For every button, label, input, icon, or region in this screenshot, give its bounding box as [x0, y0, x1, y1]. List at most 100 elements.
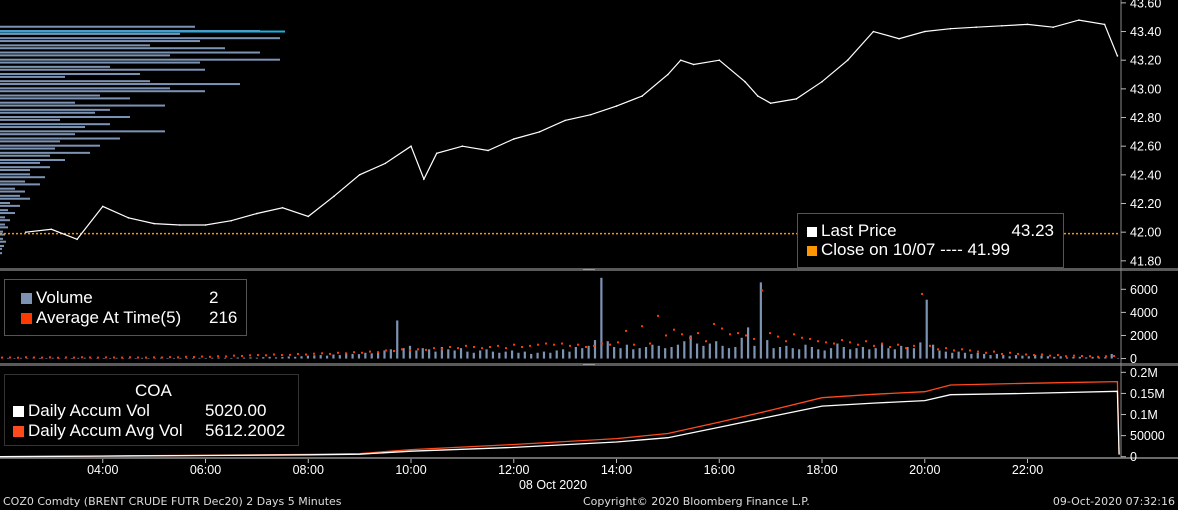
- average-mark: [305, 353, 307, 356]
- average-mark: [545, 342, 547, 345]
- volume-bar: [1072, 356, 1075, 359]
- profile-bar: [0, 233, 5, 236]
- volume-bar: [1053, 356, 1056, 359]
- price-point: [230, 219, 232, 222]
- average-mark: [401, 348, 403, 351]
- volume-y-tick-label: 6000: [1130, 283, 1158, 297]
- profile-bar: [0, 87, 170, 90]
- average-mark: [137, 356, 139, 359]
- volume-bar: [747, 327, 750, 359]
- volume-bar: [370, 353, 373, 359]
- square-icon: [21, 313, 32, 325]
- average-mark: [897, 343, 899, 346]
- average-mark: [657, 314, 659, 317]
- volume-bar: [734, 347, 737, 359]
- average-mark: [625, 329, 627, 332]
- legend-item-last-price[interactable]: Last Price: [807, 221, 897, 241]
- volume-bar: [1078, 356, 1081, 359]
- average-value: 216: [209, 308, 238, 327]
- price-point: [256, 212, 258, 215]
- average-mark: [33, 356, 35, 359]
- profile-bar: [0, 209, 8, 212]
- volume-label: Volume: [36, 288, 93, 307]
- average-mark: [1089, 355, 1091, 358]
- volume-bar: [421, 348, 424, 359]
- volume-bar: [555, 350, 558, 359]
- average-mark: [217, 355, 219, 358]
- volume-bar: [549, 352, 552, 359]
- average-mark: [1057, 354, 1059, 357]
- volume-bar: [613, 347, 616, 359]
- legend-item-close[interactable]: Close on 10/07 ---- 41.99: [807, 240, 1010, 260]
- average-mark: [369, 350, 371, 353]
- price-y-tick-label: 42.80: [1130, 111, 1161, 125]
- volume-bar: [428, 349, 431, 359]
- profile-bar: [0, 216, 5, 219]
- volume-bar: [51, 357, 54, 359]
- average-mark: [697, 332, 699, 335]
- average-mark: [593, 344, 595, 347]
- price-point: [127, 217, 130, 219]
- volume-bar: [880, 343, 884, 359]
- price-point: [615, 105, 618, 107]
- price-y-tick-label: 42.20: [1130, 197, 1161, 211]
- price-point: [512, 138, 515, 140]
- legend-item-accum[interactable]: Daily Accum Vol: [13, 401, 150, 421]
- average-mark: [665, 334, 667, 337]
- legend-item-average[interactable]: Average At Time(5): [21, 308, 181, 328]
- average-mark: [609, 343, 611, 346]
- average-mark: [49, 356, 51, 359]
- footer-security: COZ0 Comdty (BRENT CRUDE FUTR Dec20) 2 D…: [3, 495, 342, 508]
- volume-bar: [976, 352, 979, 359]
- square-icon: [13, 406, 24, 418]
- profile-bar: [0, 133, 75, 136]
- profile-bar: [0, 154, 50, 157]
- price-point: [975, 26, 977, 29]
- price-point: [281, 207, 284, 209]
- volume-bar: [1110, 353, 1113, 359]
- volume-bar: [868, 349, 871, 359]
- average-mark: [129, 356, 131, 359]
- average-mark: [713, 322, 715, 325]
- price-point: [846, 59, 849, 61]
- price-point: [756, 95, 759, 97]
- volume-bar: [951, 352, 954, 359]
- volume-bar: [842, 347, 845, 359]
- volume-bar: [944, 351, 947, 359]
- average-mark: [121, 356, 123, 359]
- average-mark: [361, 351, 363, 354]
- average-mark: [905, 347, 907, 350]
- volume-bar: [1034, 355, 1037, 359]
- average-mark: [993, 350, 995, 353]
- footer-copyright: Copyright© 2020 Bloomberg Finance L.P.: [583, 495, 810, 508]
- legend-item-accum-avg[interactable]: Daily Accum Avg Vol: [13, 421, 183, 441]
- volume-bar: [874, 348, 877, 359]
- volume-bar: [727, 348, 731, 359]
- volume-bar: [1097, 357, 1101, 359]
- profile-bar: [0, 169, 30, 172]
- volume-bar: [721, 345, 724, 359]
- legend-item-volume[interactable]: Volume: [21, 288, 93, 308]
- volume-bar: [919, 342, 922, 359]
- average-mark: [241, 355, 243, 357]
- volume-bar: [498, 352, 501, 359]
- volume-bar: [849, 349, 852, 359]
- average-mark: [865, 340, 867, 343]
- volume-bar: [313, 355, 316, 359]
- price-point: [101, 205, 104, 208]
- price-legend: Last Price 43.23 Close on 10/07 ---- 41.…: [797, 213, 1064, 268]
- average-mark: [113, 356, 115, 359]
- profile-bar: [0, 247, 2, 250]
- profile-bar: [0, 159, 65, 162]
- drag-handle-icon: [583, 269, 595, 270]
- average-mark: [673, 328, 675, 331]
- volume-bar: [670, 347, 673, 359]
- profile-bar: [0, 144, 100, 147]
- volume-bar: [89, 357, 93, 359]
- average-mark: [441, 348, 443, 351]
- price-point: [153, 222, 155, 225]
- volume-bar: [211, 357, 214, 359]
- price-point: [487, 149, 489, 152]
- volume-bar: [479, 350, 482, 359]
- price-point: [692, 63, 695, 66]
